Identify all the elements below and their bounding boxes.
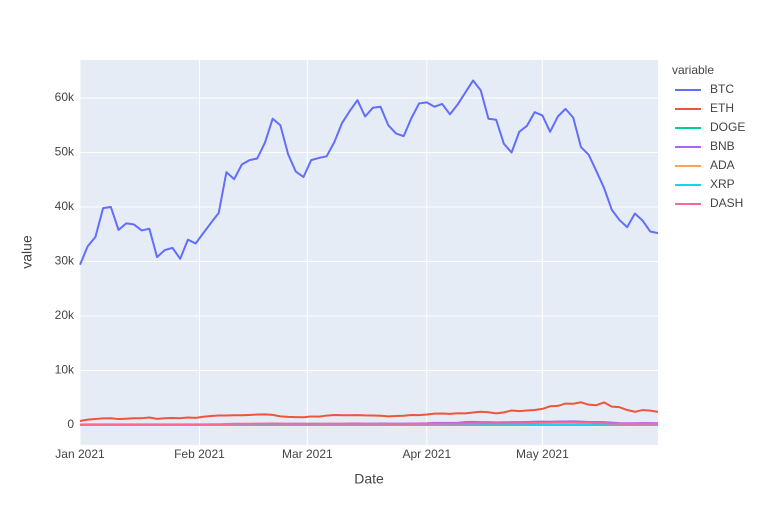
series-line	[79, 79, 659, 266]
legend-label: ADA	[710, 158, 735, 172]
x-tick-label: Jan 2021	[55, 447, 105, 461]
y-tick-label: 10k	[55, 363, 75, 377]
lines	[79, 79, 659, 426]
x-tick-label: May 2021	[516, 447, 569, 461]
legend-label: BNB	[710, 139, 735, 153]
y-tick-label: 30k	[55, 254, 75, 268]
x-tick-label: Mar 2021	[282, 447, 333, 461]
y-tick-label: 20k	[55, 308, 75, 322]
legend-label: DOGE	[710, 120, 745, 134]
legend-label: BTC	[710, 82, 734, 96]
legend-label: XRP	[710, 177, 735, 191]
x-axis-title: Date	[354, 471, 384, 487]
plot-area	[80, 60, 658, 445]
y-axis-title: value	[19, 235, 35, 269]
legend-label: ETH	[710, 101, 734, 115]
series-line	[79, 401, 659, 423]
legend: BTC ETH DOGE BNB ADA XRP DASH	[675, 82, 745, 210]
ticks: 0 10k 20k 30k 40k 50k 60k Jan 2021 Feb 2021 Mar 2…	[55, 90, 569, 461]
y-tick-label: 40k	[55, 199, 75, 213]
y-tick-label: 50k	[55, 145, 75, 159]
legend-label: DASH	[710, 196, 743, 210]
y-tick-label: 0	[67, 417, 74, 431]
y-tick-label: 60k	[55, 90, 75, 104]
grid	[79, 60, 658, 445]
x-tick-label: Feb 2021	[174, 447, 225, 461]
series-line	[79, 421, 659, 426]
x-tick-label: Apr 2021	[402, 447, 451, 461]
legend-title: variable	[672, 63, 714, 77]
